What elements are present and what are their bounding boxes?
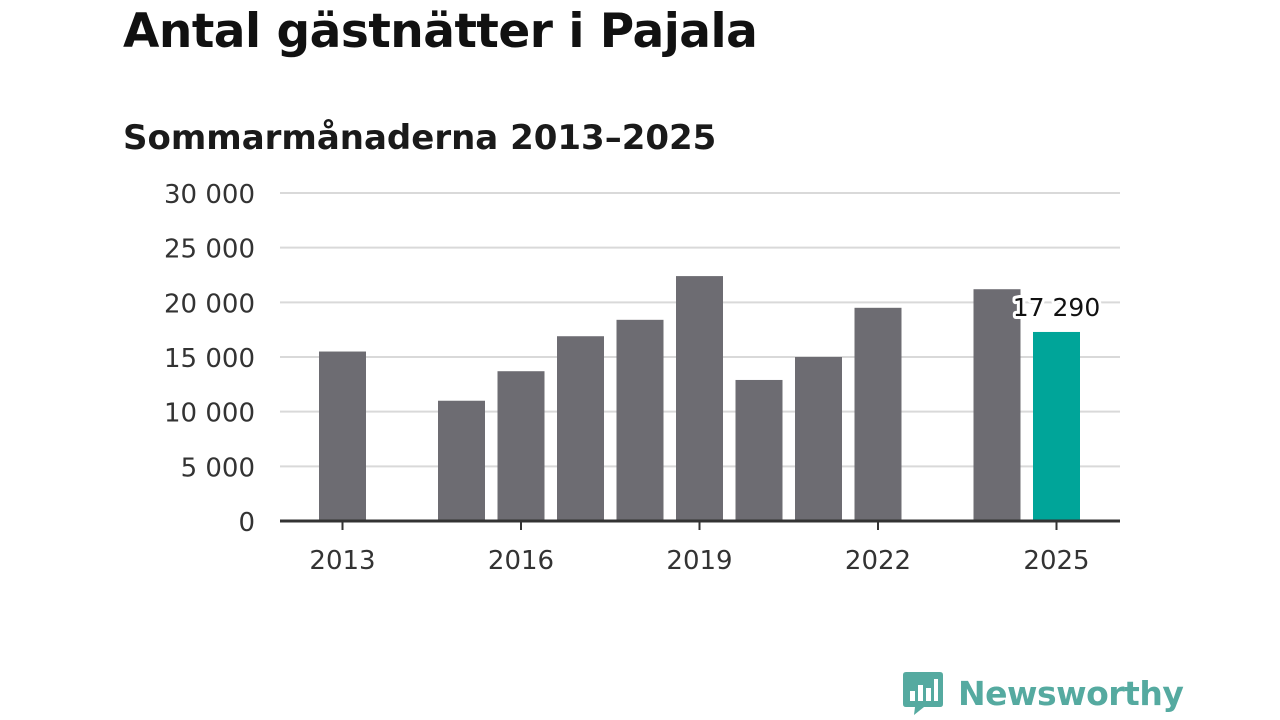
y-tick-label: 15 000 (164, 344, 255, 374)
brand-name: Newsworthy (958, 673, 1184, 713)
bar (973, 289, 1021, 521)
brand-logo: Newsworthy (902, 670, 1184, 716)
x-tick-label: 2013 (309, 546, 375, 576)
data-label: 17 290 (1013, 293, 1100, 322)
bar (438, 400, 485, 521)
x-tick-label: 2019 (666, 546, 732, 576)
y-tick-label: 10 000 (164, 399, 255, 429)
x-tick-label: 2016 (488, 546, 554, 576)
bar (616, 319, 664, 521)
newsworthy-logo-icon (903, 672, 943, 715)
bar (795, 357, 842, 521)
bar (557, 336, 604, 521)
y-tick-label: 20 000 (164, 289, 255, 319)
bar (1033, 331, 1080, 521)
y-tick-label: 30 000 (164, 180, 255, 210)
bar (854, 307, 902, 521)
bar (735, 379, 783, 521)
x-tick-label: 2025 (1023, 546, 1089, 576)
bar (676, 276, 723, 521)
y-tick-label: 5 000 (181, 453, 255, 483)
bar (497, 371, 545, 521)
x-tick-label: 2022 (845, 546, 911, 576)
y-tick-label: 25 000 (164, 235, 255, 265)
chart-subtitle: Sommarmånaderna 2013–2025 (123, 118, 717, 158)
chart-title: Antal gästnätter i Pajala (123, 4, 758, 59)
y-tick-label: 0 (238, 508, 255, 538)
bar (319, 351, 366, 521)
